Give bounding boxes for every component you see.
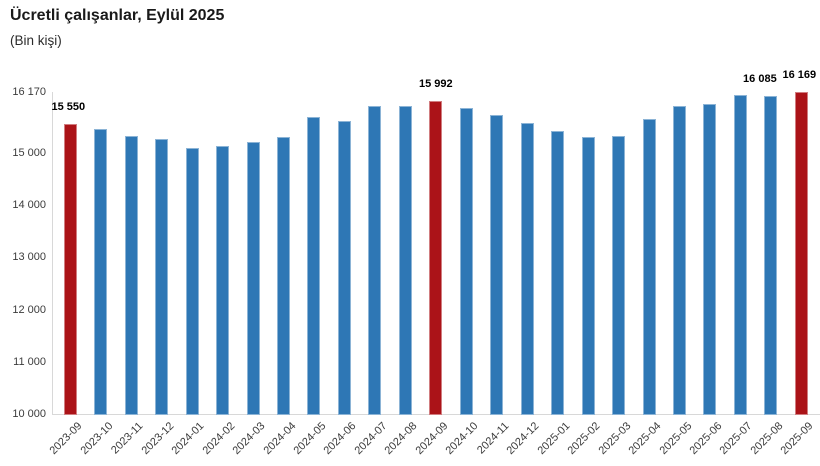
bar-2023-12[interactable] [155,139,169,415]
x-label-2024-01: 2024-01 [169,420,207,458]
x-label-2025-03: 2025-03 [596,420,634,458]
bar-2025-02[interactable] [581,136,595,415]
x-label-2024-09: 2024-09 [413,420,451,458]
bar-2023-11[interactable] [124,135,138,415]
bar-2025-08[interactable] [764,96,778,415]
bar-2025-04[interactable] [642,118,656,415]
y-tick-12000: 12 000 [12,303,46,316]
bar-2024-10[interactable] [459,108,473,415]
bar-2024-11[interactable] [490,114,504,415]
y-axis-line [52,92,53,415]
bar-2024-07[interactable] [368,106,382,415]
x-label-2024-04: 2024-04 [260,420,299,458]
x-label-2025-04: 2025-04 [626,420,664,458]
x-label-2023-10: 2023-10 [78,420,116,458]
bar-2025-05[interactable] [673,106,686,415]
x-label-2024-03: 2024-03 [230,420,268,458]
bar-2025-07[interactable] [733,94,747,415]
bar-2024-06[interactable] [337,121,351,415]
bar-2024-04[interactable] [277,137,291,415]
y-tick-15000: 15 000 [12,147,46,160]
x-label-2024-08: 2024-08 [382,420,420,458]
x-label-2024-05: 2024-05 [291,420,329,458]
chart-title: Ücretli çalışanlar, Eylül 2025 [10,7,225,24]
bar-2023-09[interactable] [63,124,77,415]
data-label-2025-09: 16 169 [782,69,817,82]
y-tick-13000: 13 000 [12,251,46,264]
bar-2025-03[interactable] [612,135,626,415]
bar-2025-09[interactable] [794,92,808,415]
x-label-2024-10: 2024-10 [443,420,481,458]
x-label-2024-12: 2024-12 [504,420,542,458]
x-label-2025-02: 2025-02 [565,420,603,458]
bar-2024-02[interactable] [216,146,230,415]
x-label-2023-11: 2023-11 [109,420,146,457]
chart-subtitle: (Bin kişi) [10,33,62,48]
x-label-2024-11: 2024-11 [474,420,512,457]
bar-2025-01[interactable] [551,131,565,415]
x-label-2025-05: 2025-05 [656,420,694,458]
x-label-2025-07: 2025-07 [717,420,755,458]
bar-2024-09[interactable] [429,101,443,415]
data-label-2024-09: 15 992 [418,78,453,91]
x-label-2025-01: 2025-01 [535,420,573,458]
x-label-2024-07: 2024-07 [352,420,390,458]
bar-2023-10[interactable] [94,128,108,415]
y-tick-16170: 16 170 [12,86,46,98]
bar-2024-05[interactable] [307,117,321,415]
data-label-2023-09: 15 550 [51,101,86,114]
bar-2025-06[interactable] [703,104,717,415]
x-label-2024-02: 2024-02 [200,420,238,458]
bar-2024-03[interactable] [246,141,260,415]
data-label-2025-08: 16 085 [743,73,777,86]
x-label-2023-09: 2023-09 [47,420,85,458]
x-label-2024-06: 2024-06 [321,420,359,458]
x-label-2025-08: 2025-08 [748,420,786,458]
bar-2024-01[interactable] [185,148,199,415]
y-tick-10000: 10 000 [12,408,46,420]
x-label-2023-12: 2023-12 [139,420,177,458]
bar-2024-12[interactable] [520,122,534,415]
bar-2024-08[interactable] [398,106,412,415]
x-label-2025-09: 2025-09 [778,420,816,458]
x-label-2025-06: 2025-06 [687,420,725,458]
y-tick-11000: 11 000 [13,355,46,368]
y-tick-14000: 14 000 [12,199,46,212]
